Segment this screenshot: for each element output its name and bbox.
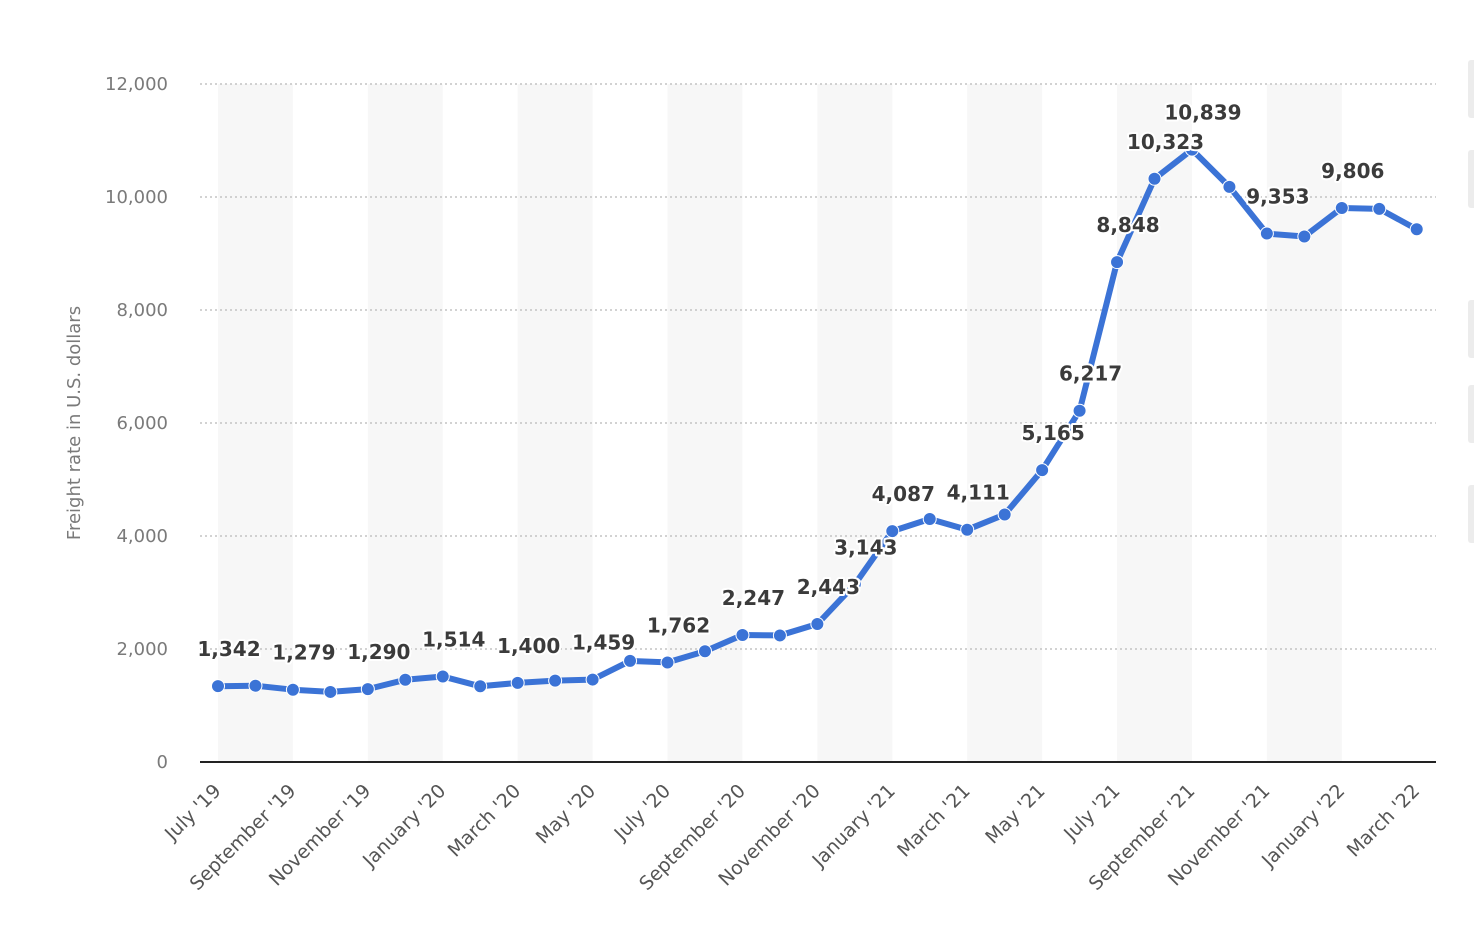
data-point[interactable] [847,577,862,592]
data-point[interactable] [435,669,450,684]
data-point[interactable] [510,675,525,690]
side-tab[interactable] [1468,150,1474,208]
data-point[interactable] [735,628,750,643]
data-point[interactable] [1297,229,1312,244]
data-point[interactable] [548,673,563,688]
data-label: 2,247 [722,586,785,610]
data-point[interactable] [997,507,1012,522]
data-point[interactable] [1147,171,1162,186]
gridlines [200,83,1436,650]
data-label: 3,143 [834,535,897,559]
data-point[interactable] [660,655,675,670]
data-point[interactable] [1072,403,1087,418]
data-point[interactable] [285,682,300,697]
data-point[interactable] [398,672,413,687]
y-tick-label: 6,000 [116,413,168,434]
data-point[interactable] [1184,142,1199,157]
data-label: 1,279 [272,641,335,665]
data-label: 1,342 [197,637,260,661]
data-point[interactable] [1372,201,1387,216]
data-point[interactable] [623,653,638,668]
data-point[interactable] [360,682,375,697]
data-label: 10,323 [1127,130,1204,154]
data-labels: 1,342 1,279 1,290 1,514 1,400 1,459 1,762 2,247… [195,99,1386,667]
data-label: 4,111 [947,481,1010,505]
data-point[interactable] [1334,200,1349,215]
data-label: 5,165 [1021,421,1084,445]
side-tab[interactable] [1468,385,1474,443]
y-tick-label: 0 [157,752,168,773]
data-points [211,142,1424,699]
data-point[interactable] [1110,255,1125,270]
y-axis-ticks: 0 2,000 4,000 6,000 8,000 10,000 12,000 [105,74,168,773]
data-label: 4,087 [872,482,935,506]
background-band [1266,84,1342,762]
data-label: 9,353 [1246,185,1309,209]
data-label: 1,400 [497,634,560,658]
data-label: 1,459 [572,631,635,655]
data-point[interactable] [585,672,600,687]
side-tab[interactable] [1468,60,1474,118]
data-label: 2,443 [797,575,860,599]
x-tick-label: May '21 [981,780,1049,848]
y-axis-label: Freight rate in U.S. dollars [64,306,85,540]
data-label: 9,806 [1321,159,1384,183]
data-label: 6,217 [1059,362,1122,386]
y-tick-label: 8,000 [116,300,168,321]
data-point[interactable] [697,644,712,659]
y-tick-label: 2,000 [116,639,168,660]
data-label: 1,290 [347,640,410,664]
x-tick-label: March '22 [1343,780,1425,862]
data-point[interactable] [772,628,787,643]
data-point[interactable] [473,679,488,694]
x-tick-label: July '20 [610,780,675,845]
data-point[interactable] [1222,179,1237,194]
data-point[interactable] [1409,222,1424,237]
y-tick-label: 10,000 [105,187,168,208]
x-tick-label: March '20 [444,780,526,862]
background-band [967,84,1043,762]
x-tick-label: May '20 [532,780,600,848]
data-point[interactable] [922,512,937,527]
data-point[interactable] [885,524,900,539]
data-point[interactable] [1259,226,1274,241]
data-label: 8,848 [1096,213,1159,237]
data-point[interactable] [323,684,338,699]
data-label: 1,514 [422,627,485,651]
data-point[interactable] [1035,463,1050,478]
data-point[interactable] [960,522,975,537]
data-point[interactable] [211,679,225,694]
data-label: 1,762 [647,613,710,637]
y-tick-label: 4,000 [116,526,168,547]
data-point[interactable] [248,678,263,693]
data-label: 10,839 [1164,101,1241,125]
x-tick-label: July '19 [160,780,225,845]
x-tick-label: July '21 [1059,780,1124,845]
side-tab[interactable] [1468,300,1474,358]
x-tick-label: March '21 [893,780,975,862]
data-point[interactable] [810,616,825,631]
y-tick-label: 12,000 [105,74,168,95]
background-band [1117,84,1192,762]
side-tab[interactable] [1468,485,1474,543]
background-band [817,84,893,762]
